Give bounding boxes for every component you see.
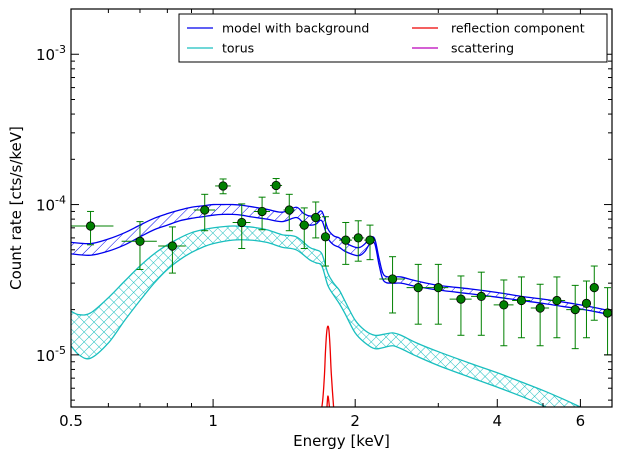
legend-frame	[178, 13, 608, 63]
x-tick-label: 4	[493, 412, 503, 430]
y-tick-label: 10-3	[36, 43, 66, 64]
upper-curve-reflection	[321, 325, 335, 407]
data-point	[493, 279, 514, 347]
data-marker	[535, 303, 545, 313]
data-marker	[499, 300, 509, 310]
data-point	[310, 201, 321, 239]
data-point	[449, 275, 472, 336]
data-marker	[433, 283, 443, 293]
data-point	[406, 263, 430, 325]
data-marker	[353, 233, 363, 243]
data-marker	[85, 221, 96, 231]
data-marker	[387, 274, 398, 284]
data-point	[379, 256, 405, 314]
y-axis-label: Count rate [cts/s/keV]	[7, 126, 25, 290]
data-marker	[570, 305, 580, 315]
data-marker	[476, 291, 486, 301]
data-marker	[552, 295, 562, 306]
data-point	[298, 207, 310, 250]
data-marker	[284, 205, 294, 215]
series-reflection	[321, 325, 335, 407]
data-marker	[299, 220, 309, 230]
legend-entry-scattering: scattering	[451, 41, 514, 56]
data-point	[320, 216, 331, 267]
x-tick-label: 2	[350, 412, 360, 430]
data-marker	[413, 283, 423, 293]
data-point	[427, 263, 449, 325]
data-point	[193, 193, 216, 232]
data-marker	[456, 294, 466, 304]
data-marker	[271, 180, 281, 191]
data-marker	[320, 232, 331, 242]
x-tick-label: 0.5	[59, 412, 83, 430]
data-marker	[218, 181, 228, 191]
lower-curve-torus	[71, 239, 548, 407]
data-point	[283, 193, 295, 232]
data-marker	[311, 212, 321, 223]
data-marker	[257, 206, 267, 217]
legend: model with background reflection compone…	[178, 13, 608, 63]
x-axis-label: Energy [keV]	[293, 432, 390, 450]
series-torus	[71, 225, 582, 407]
plot-area-frame	[70, 8, 613, 408]
data-point	[215, 178, 231, 195]
data-point	[71, 210, 114, 246]
data-point	[339, 221, 353, 265]
data-point	[121, 221, 157, 270]
data-point	[581, 280, 592, 339]
data-point	[566, 284, 584, 350]
data-marker	[341, 235, 351, 245]
legend-entry-reflection: reflection component	[451, 21, 585, 36]
data-point	[602, 287, 612, 356]
data-point	[232, 203, 251, 250]
data-marker	[581, 298, 592, 309]
data-marker	[365, 235, 375, 245]
y-tick-label: 10-5	[36, 344, 66, 365]
legend-entry-torus: torus	[222, 41, 254, 56]
legend-entry-model: model with background	[222, 21, 369, 36]
y-tick-label: 10-4	[36, 194, 66, 215]
data-point	[548, 276, 566, 339]
data-point	[530, 283, 550, 347]
data-marker	[135, 236, 145, 246]
data-marker	[167, 241, 178, 251]
x-tick-label: 1	[208, 412, 218, 430]
data-point	[158, 226, 186, 274]
data-point	[352, 220, 365, 262]
data-marker	[237, 217, 247, 228]
x-tick-label: 6	[576, 412, 586, 430]
data-point	[364, 224, 376, 261]
band-torus	[71, 225, 581, 407]
data-marker	[516, 295, 527, 306]
data-marker	[589, 283, 599, 293]
upper-curve-torus	[71, 225, 582, 407]
data-marker	[200, 205, 210, 215]
data-point	[589, 265, 599, 321]
data-point	[253, 196, 271, 231]
lower-curve-reflection	[326, 395, 331, 407]
data-point	[270, 178, 283, 194]
data-point	[471, 271, 492, 336]
data-point	[512, 276, 531, 339]
